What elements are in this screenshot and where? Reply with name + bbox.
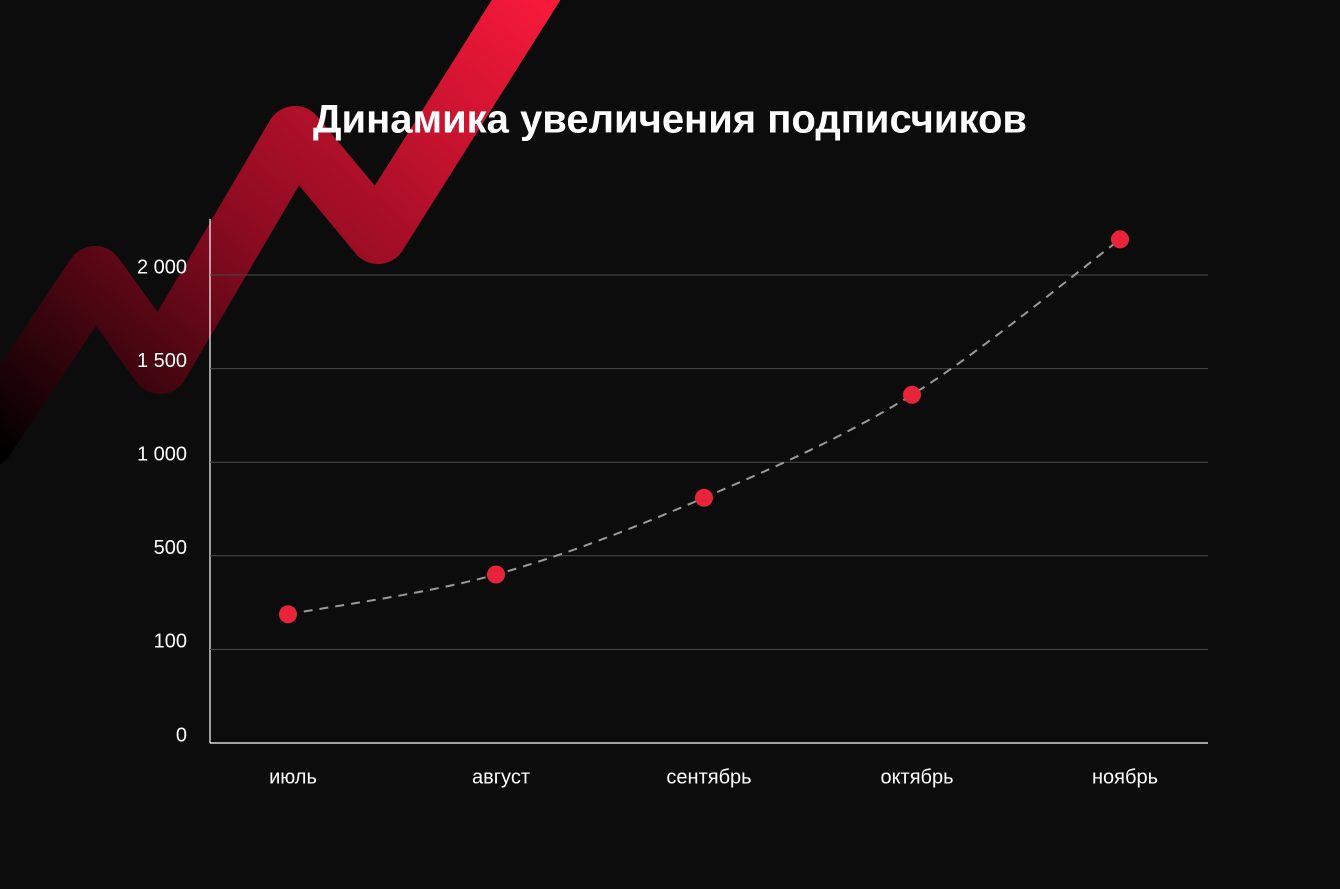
data-point (279, 605, 297, 624)
trend-line (287, 238, 1121, 616)
x-tick-label: ноябрь (1092, 766, 1158, 788)
data-point (903, 385, 921, 404)
y-tick-label: 500 (154, 537, 187, 559)
decorative-ribbon (0, 0, 561, 465)
y-tick-label: 1 000 (137, 443, 187, 465)
y-tick-label: 0 (176, 724, 187, 746)
x-tick-label: сентябрь (666, 766, 751, 788)
y-tick-label: 1 500 (137, 350, 187, 372)
data-point (487, 565, 505, 584)
data-point (695, 488, 713, 507)
y-tick-label: 100 (154, 631, 187, 653)
y-tick-label: 2 000 (137, 256, 187, 278)
plot-area: 0 100 500 1 000 1 500 2 000 июль август сентябрь… (137, 218, 1208, 788)
chart-title: Динамика увеличения подписчиков (313, 98, 1027, 142)
x-tick-label: август (472, 766, 530, 788)
data-point (1111, 230, 1129, 249)
x-tick-label: июль (269, 766, 317, 788)
x-tick-label: октябрь (880, 766, 953, 788)
